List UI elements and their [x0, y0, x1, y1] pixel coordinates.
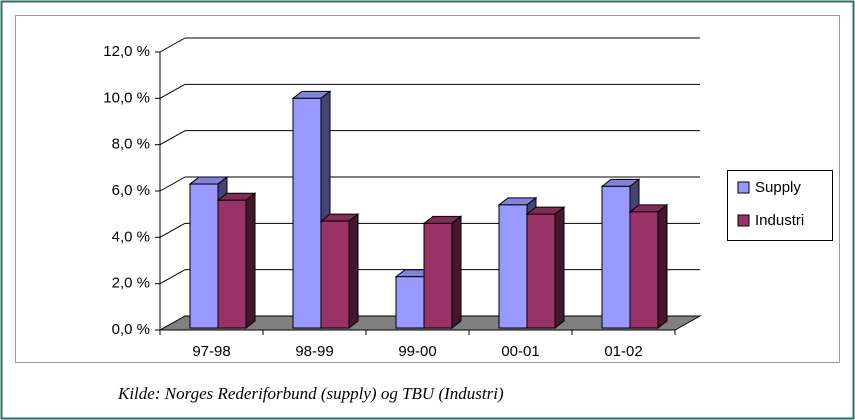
bar [292, 97, 322, 329]
x-tick-label: 01-02 [604, 343, 642, 360]
x-tick-label: 00-01 [501, 343, 539, 360]
source: Kilde: Norges Rederiforbund (supply) og … [117, 384, 504, 403]
grid-line [159, 130, 186, 146]
grid-line [159, 222, 186, 238]
x-tick-label: 98-99 [295, 343, 333, 360]
y-tick-label: 2,0 % [112, 275, 150, 292]
grid-line [159, 176, 186, 192]
y-tick-label: 12,0 % [103, 43, 150, 60]
bar-side [348, 213, 359, 330]
y-tick-label: 10,0 % [103, 89, 150, 106]
bar-side [657, 203, 668, 330]
legend-swatch [737, 181, 750, 194]
y-tick-label: 6,0 % [112, 182, 150, 199]
bar [601, 185, 631, 329]
legend-swatch [737, 214, 750, 227]
x-tick-label: 99-00 [398, 343, 436, 360]
grid-line [159, 269, 186, 285]
y-tick-label: 0,0 % [112, 321, 150, 338]
y-tick-label: 4,0 % [112, 228, 150, 245]
bar [217, 199, 247, 329]
bar [629, 211, 659, 329]
legend-label: Supply [755, 179, 801, 196]
bar-side [245, 192, 256, 330]
legend-label: Industri [755, 212, 804, 229]
bar-side [554, 206, 565, 330]
bar-side [451, 215, 462, 330]
x-tick-label: 97-98 [192, 343, 230, 360]
bar [395, 276, 425, 329]
bar [320, 220, 350, 329]
bar [423, 222, 453, 329]
grid-line [159, 37, 186, 53]
bar [498, 204, 528, 329]
y-tick-label: 8,0 % [112, 136, 150, 153]
grid-line [159, 83, 186, 99]
bar [526, 213, 556, 329]
bar [189, 183, 219, 329]
